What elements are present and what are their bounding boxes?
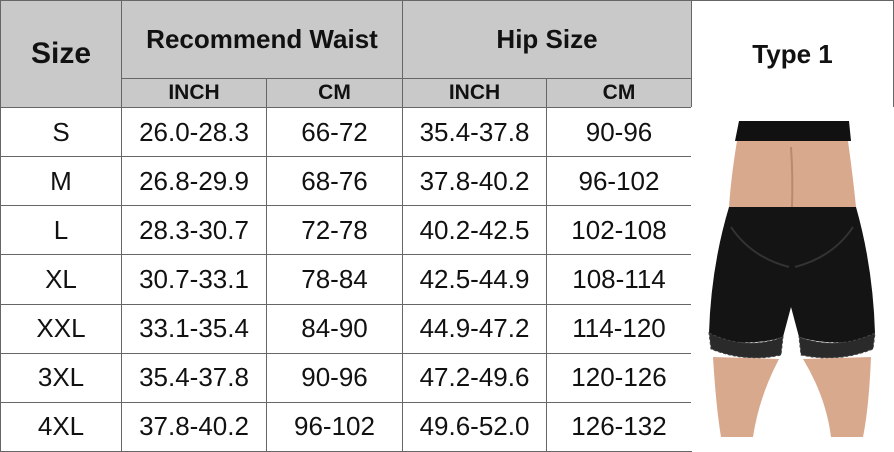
measure-cell: 44.9-47.2 (402, 303, 547, 354)
product-photo (691, 107, 894, 451)
measure-cell: 72-78 (266, 205, 403, 256)
measure-cell: 114-120 (546, 303, 692, 354)
measure-cell: 47.2-49.6 (402, 352, 547, 403)
measure-cell: 42.5-44.9 (402, 254, 547, 305)
measure-cell: 96-102 (546, 156, 692, 207)
unit-header: INCH (402, 78, 547, 108)
measure-cell: 90-96 (266, 352, 403, 403)
size-label: L (0, 205, 122, 256)
measure-cell: 35.4-37.8 (121, 352, 267, 403)
size-label: XL (0, 254, 122, 305)
size-label: 4XL (0, 401, 122, 452)
unit-header: CM (266, 78, 403, 108)
measure-cell: 96-102 (266, 401, 403, 452)
measure-cell: 120-126 (546, 352, 692, 403)
measure-cell: 26.0-28.3 (121, 107, 267, 158)
measure-cell: 30.7-33.1 (121, 254, 267, 305)
measure-cell: 40.2-42.5 (402, 205, 547, 256)
measure-cell: 33.1-35.4 (121, 303, 267, 354)
measure-cell: 28.3-30.7 (121, 205, 267, 256)
measure-cell: 66-72 (266, 107, 403, 158)
measure-cell: 35.4-37.8 (402, 107, 547, 158)
measure-cell: 78-84 (266, 254, 403, 305)
measure-cell: 108-114 (546, 254, 692, 305)
measure-cell: 84-90 (266, 303, 403, 354)
size-label: M (0, 156, 122, 207)
measure-cell: 49.6-52.0 (402, 401, 547, 452)
type-header: Type 1 (691, 0, 894, 108)
measure-cell: 37.8-40.2 (121, 401, 267, 452)
measure-cell: 102-108 (546, 205, 692, 256)
waist-header: Recommend Waist (121, 0, 403, 79)
size-header: Size (0, 0, 122, 108)
size-label: XXL (0, 303, 122, 354)
unit-header: INCH (121, 78, 267, 108)
measure-cell: 26.8-29.9 (121, 156, 267, 207)
measure-cell: 90-96 (546, 107, 692, 158)
hip-header: Hip Size (402, 0, 692, 79)
unit-header: CM (546, 78, 692, 108)
measure-cell: 126-132 (546, 401, 692, 452)
measure-cell: 37.8-40.2 (402, 156, 547, 207)
measure-cell: 68-76 (266, 156, 403, 207)
size-label: 3XL (0, 352, 122, 403)
size-label: S (0, 107, 122, 158)
